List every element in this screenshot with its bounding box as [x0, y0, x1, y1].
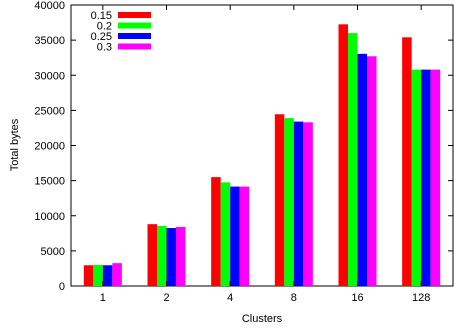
legend-label: 0.2: [97, 21, 112, 33]
y-tick-label: 35000: [34, 35, 65, 47]
bar-0_15-cluster-1: [83, 265, 94, 286]
legend-label: 0.25: [91, 31, 112, 43]
bar-0_15-cluster-128: [402, 37, 412, 286]
x-tick-label: 128: [412, 292, 430, 304]
bar-0_15-cluster-8: [274, 114, 285, 287]
bars-group: [83, 24, 441, 287]
bar-0_2-cluster-4: [220, 182, 231, 286]
bar-0_2-cluster-8: [284, 118, 294, 286]
legend-swatch: [118, 12, 151, 18]
bar-0_15-cluster-4: [211, 177, 221, 286]
bar-0_25-cluster-8: [293, 121, 304, 287]
bar-0_3-cluster-8: [303, 122, 313, 286]
x-tick-label: 4: [227, 292, 233, 304]
y-axis-label: Total bytes: [9, 118, 21, 171]
bar-0_2-cluster-1: [93, 264, 103, 286]
bar-0_2-cluster-2: [157, 225, 167, 286]
bar-0_2-cluster-16: [348, 33, 358, 286]
legend-swatch: [118, 22, 151, 29]
bar-0_25-cluster-2: [166, 228, 176, 286]
y-tick-label: 40000: [34, 0, 65, 12]
x-tick-label: 2: [163, 292, 169, 304]
x-tick-label: 8: [291, 292, 297, 304]
legend-swatch: [118, 33, 151, 39]
y-tick-label: 5000: [41, 246, 65, 258]
x-axis: 1 2 4 8 16 128: [100, 5, 430, 304]
bar-0_25-cluster-4: [230, 186, 240, 286]
x-axis-label: Clusters: [242, 313, 283, 325]
bar-0_2-cluster-128: [411, 69, 422, 286]
y-axis: 0 5000 10000 15000 20000 25000 30000 35000 40000: [34, 0, 453, 293]
y-tick-label: 20000: [34, 141, 65, 153]
bar-0_3-cluster-1: [112, 263, 122, 286]
x-tick-label: 1: [100, 292, 106, 304]
bar-0_25-cluster-1: [102, 265, 113, 286]
legend: 0.150.20.250.3: [91, 10, 151, 54]
y-tick-label: 0: [59, 281, 65, 293]
bar-0_15-cluster-2: [147, 224, 157, 286]
bar-0_3-cluster-2: [176, 226, 186, 286]
bar-0_3-cluster-128: [430, 69, 441, 286]
bar-0_3-cluster-4: [239, 186, 250, 286]
y-tick-label: 10000: [34, 211, 65, 223]
legend-label: 0.15: [91, 10, 112, 22]
y-tick-label: 25000: [34, 105, 65, 117]
y-tick-label: 30000: [34, 70, 65, 82]
y-tick-label: 15000: [34, 176, 65, 188]
legend-label: 0.3: [97, 42, 112, 54]
bar-0_25-cluster-16: [357, 53, 367, 287]
x-tick-label: 16: [351, 292, 363, 304]
bar-0_25-cluster-128: [421, 69, 431, 286]
bar-0_3-cluster-16: [367, 56, 377, 286]
bar-0_15-cluster-16: [338, 24, 348, 286]
legend-swatch: [118, 43, 151, 50]
